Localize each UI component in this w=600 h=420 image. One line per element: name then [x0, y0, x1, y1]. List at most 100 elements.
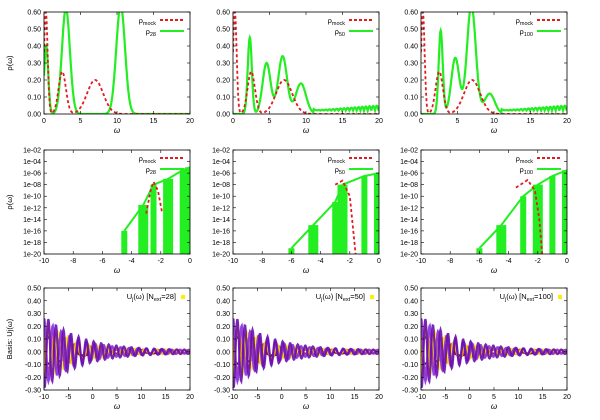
plot-frame: [232, 149, 380, 255]
plot-frame: [43, 149, 191, 255]
x-tick-label: 0: [188, 258, 192, 265]
rho-mock-line: [145, 179, 164, 214]
y-axis-label: ρ(ω): [5, 55, 14, 71]
plot-frame: [420, 149, 568, 255]
x-axis-label: ω: [303, 402, 309, 411]
y-tick-label: 1e-08: [400, 182, 418, 189]
y-tick-label: 0.00: [27, 112, 41, 119]
x-tick-label: -2: [535, 258, 541, 265]
plot-area: [421, 12, 567, 114]
y-tick-label: 0.40: [27, 298, 41, 305]
legend-marker: [558, 295, 562, 299]
recon-bar-6: [374, 173, 379, 254]
x-tick-label: 10: [514, 394, 522, 401]
y-tick-label: 0.00: [27, 349, 41, 356]
legend-label: ρmock: [139, 154, 157, 165]
x-tick-label: 15: [539, 394, 547, 401]
x-tick-label: 20: [563, 394, 571, 401]
chart-panel-9: -10 -5 0 5 10 15 20 0.50 0.40 0.30 0.20 0.10 0.00 -0.…: [402, 286, 571, 412]
x-tick-label: -8: [70, 258, 76, 265]
y-tick-label: 0.60: [216, 10, 230, 17]
y-tick-label: 0.40: [216, 298, 230, 305]
x-tick-label: 20: [186, 394, 194, 401]
x-tick-label: 5: [79, 118, 83, 125]
recon-bar-4: [163, 178, 174, 254]
x-tick-label: -10: [416, 394, 426, 401]
x-tick-label: 15: [527, 118, 535, 125]
x-tick-label: -10: [228, 394, 238, 401]
x-tick-label: -5: [442, 394, 448, 401]
y-tick-label: -0.10: [214, 362, 230, 369]
x-tick-label: -8: [259, 258, 265, 265]
y-tick-label: 0.50: [216, 27, 230, 34]
y-tick-label: 0.00: [404, 349, 418, 356]
y-tick-label: 1e-16: [212, 228, 230, 235]
recon-bar-1: [121, 230, 128, 254]
y-tick-label: 1e-10: [400, 194, 418, 201]
legend-label: ρ50: [335, 27, 345, 38]
x-tick-label: -2: [347, 258, 353, 265]
x-tick-label: -4: [505, 258, 511, 265]
chart-panel-7: -10 -5 0 5 10 15 20 0.50 0.40 0.30 0.20 0.10 0.00 -0.…: [5, 286, 194, 412]
rho-mock-line: [334, 179, 357, 254]
x-tick-label: 0: [419, 118, 423, 125]
y-tick-label: 1e-02: [400, 148, 418, 155]
y-tick-label: 0.50: [404, 27, 418, 34]
y-tick-label: 0.40: [404, 44, 418, 51]
recon-bar-6: [185, 167, 190, 254]
rho-28-line: [44, 12, 190, 114]
chart-panel-2: 0 5 10 15 20 0.00 0.10 0.20 0.30 0.40 0.50 0.60 ω ρmo…: [216, 10, 383, 136]
chart-panel-4: -10 -8 -6 -4 -2 0 1e-02 1e-04 1e-06 1e-08 1e-10 1e-…: [5, 148, 192, 276]
x-tick-label: 5: [492, 394, 496, 401]
x-tick-label: -6: [99, 258, 105, 265]
plot-area: [44, 12, 190, 114]
legend-label: ρmock: [516, 154, 534, 165]
x-axis-label: ω: [491, 126, 497, 135]
y-axis-label: ρ(ω): [5, 194, 14, 210]
y-tick-label: 1e-14: [23, 217, 41, 224]
y-tick-label: 0.20: [404, 324, 418, 331]
plot-area: [44, 318, 190, 388]
y-tick-label: 0.00: [404, 112, 418, 119]
x-tick-label: 0: [231, 118, 235, 125]
x-axis-label: ω: [114, 126, 120, 135]
x-tick-label: 15: [351, 394, 359, 401]
chart-panel-3: 0 5 10 15 20 0.00 0.10 0.20 0.30 0.40 0.50 0.60 ω ρmo…: [404, 10, 571, 136]
x-tick-label: 20: [375, 394, 383, 401]
recon-bar-4: [337, 184, 348, 254]
y-tick-label: 1e-12: [23, 205, 41, 212]
recon-bar-2: [308, 225, 319, 254]
y-tick-label: 0.00: [216, 112, 230, 119]
x-tick-label: 20: [186, 118, 194, 125]
x-axis-label: ω: [303, 266, 309, 275]
recon-bar-2: [138, 204, 149, 254]
plot-area: [233, 318, 379, 388]
x-axis-label: ω: [114, 266, 120, 275]
x-tick-label: 0: [280, 394, 284, 401]
x-tick-label: 0: [91, 394, 95, 401]
chart-panel-5: -10 -8 -6 -4 -2 0 1e-02 1e-04 1e-06 1e-08 1e-10 1e-…: [212, 148, 381, 276]
plot-area: [476, 169, 567, 254]
y-tick-label: -0.30: [402, 388, 418, 395]
x-tick-label: 15: [339, 118, 347, 125]
y-tick-label: 1e-16: [400, 228, 418, 235]
legend-label: ρ50: [335, 165, 345, 176]
y-tick-label: 1e-18: [212, 240, 230, 247]
y-tick-label: 0.50: [27, 27, 41, 34]
x-axis-label: ω: [491, 402, 497, 411]
y-tick-label: 1e-06: [400, 171, 418, 178]
y-tick-label: -0.20: [25, 375, 41, 382]
x-tick-label: 0: [565, 258, 569, 265]
y-tick-label: -0.20: [402, 375, 418, 382]
y-tick-label: 1e-02: [23, 148, 41, 155]
recon-bar-5: [549, 176, 556, 254]
y-tick-label: 0.40: [216, 44, 230, 51]
x-tick-label: -4: [317, 258, 323, 265]
recon-bar-2: [496, 225, 507, 254]
y-tick-label: 0.50: [216, 286, 230, 293]
plot-area: [421, 318, 567, 388]
recon-bar-6: [562, 170, 567, 254]
plot-area: [288, 172, 379, 254]
recon-bar-5: [179, 170, 186, 254]
legend-label: ρ28: [146, 27, 156, 38]
